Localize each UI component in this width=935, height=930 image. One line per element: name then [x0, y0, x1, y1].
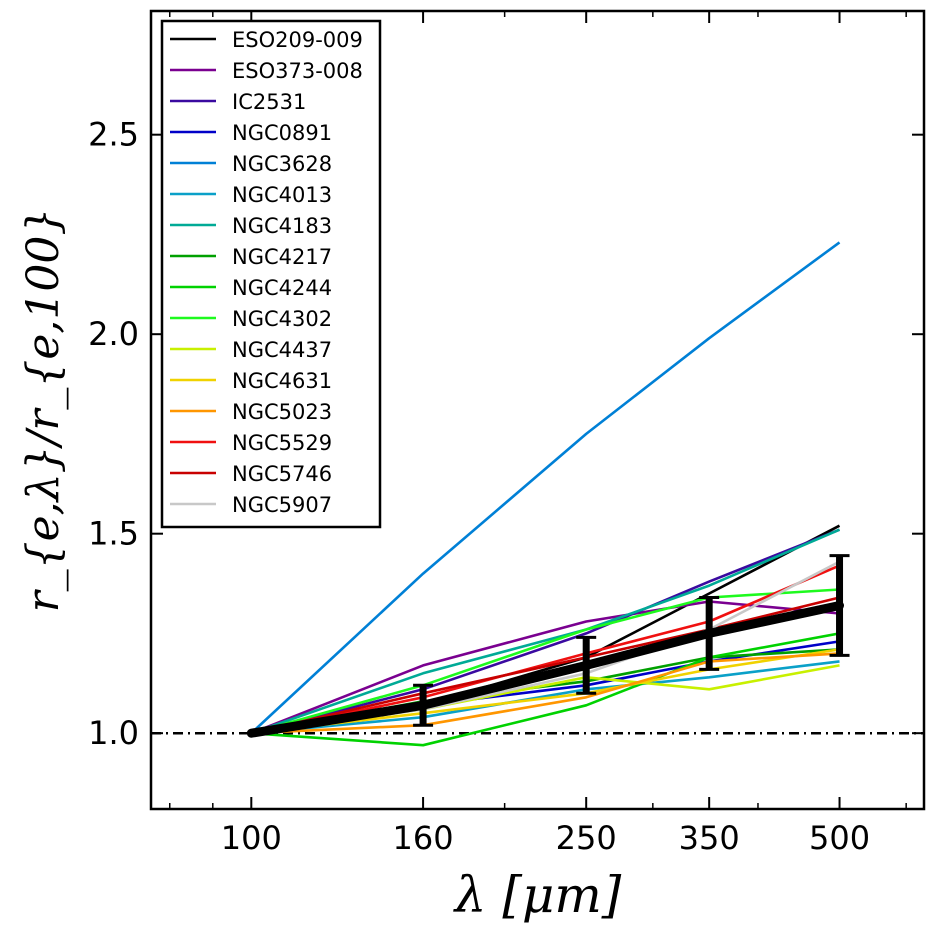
y-tick-label: 1.0: [88, 714, 139, 752]
legend-label: NGC3628: [232, 152, 332, 176]
legend-label: IC2531: [232, 90, 306, 114]
series-line-ngc3628: [250, 241, 841, 735]
legend-label: NGC4013: [232, 183, 332, 207]
series-line-ngc4302: [250, 588, 840, 735]
series-line-ic2531: [250, 528, 840, 735]
x-tick-label: 250: [556, 819, 617, 857]
y-tick-label: 2.0: [88, 315, 139, 353]
legend: ESO209-009 ESO373-008 IC2531 NGC0891 NGC3628…: [160, 19, 382, 529]
legend-label: NGC5023: [232, 400, 332, 424]
legend-label: NGC5529: [232, 431, 332, 455]
legend-label: NGC4302: [232, 307, 332, 331]
axis-ticks: 1.0 1.5 2.0 2.5 100 160 250 350 500: [88, 11, 924, 857]
y-axis-title: r_{e,λ}/r_{e,100}: [18, 208, 69, 613]
legend-label: NGC4631: [232, 369, 332, 393]
x-axis-title: λ [μm]: [453, 866, 622, 924]
data-layer: [151, 241, 924, 747]
plot-frame: [149, 9, 926, 811]
legend-label: NGC4437: [232, 338, 332, 362]
legend-label: NGC5746: [232, 462, 332, 486]
x-tick-label: 100: [221, 819, 282, 857]
legend-label: NGC4183: [232, 214, 332, 238]
legend-label: ESO373-008: [232, 59, 363, 83]
legend-label: ESO209-009: [232, 28, 363, 52]
series-line-ngc5023: [251, 652, 840, 735]
legend-label: NGC5907: [232, 493, 332, 517]
legend-label: NGC4244: [232, 276, 332, 300]
legend-label: NGC4217: [232, 245, 332, 269]
y-tick-label: 2.5: [88, 116, 139, 154]
y-tick-label: 1.5: [88, 515, 139, 553]
series-line-ngc4244: [251, 632, 840, 747]
x-tick-label: 160: [393, 819, 454, 857]
legend-label: NGC0891: [232, 121, 332, 145]
x-tick-label: 350: [679, 819, 740, 857]
x-tick-label: 500: [809, 819, 870, 857]
